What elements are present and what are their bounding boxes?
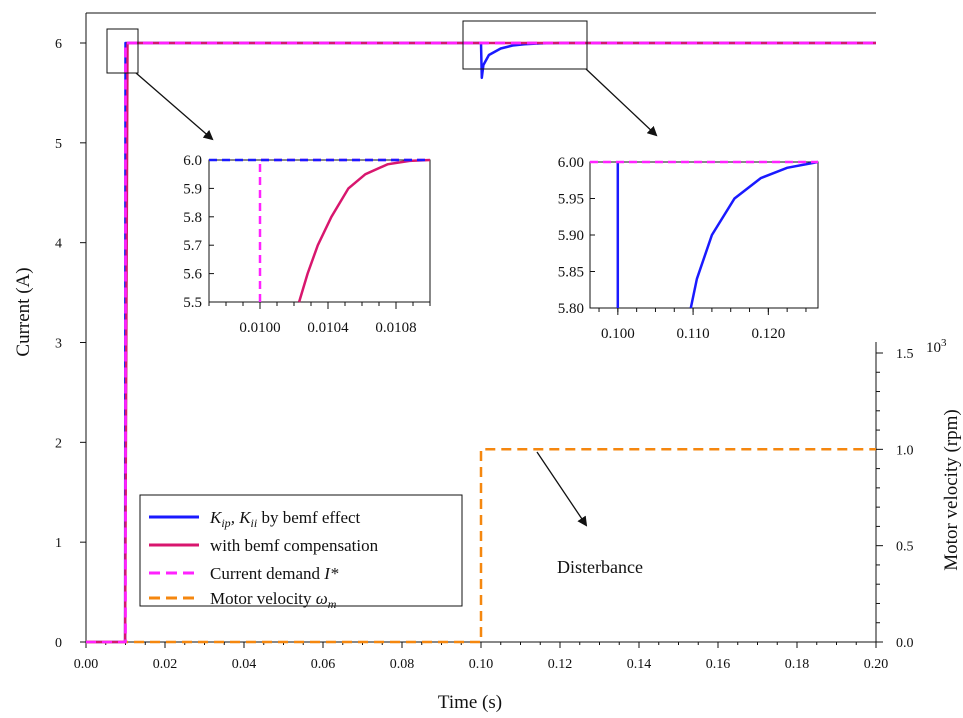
inset-1-y-tick-label: 5.9 xyxy=(183,181,202,197)
x-tick-label: 0.04 xyxy=(232,657,257,672)
inset-1-y-tick-label: 5.6 xyxy=(183,267,202,283)
zoom-box-left xyxy=(106,28,139,74)
inset-1-y-tick-label: 5.5 xyxy=(183,295,202,311)
x-axis-title: Time (s) xyxy=(438,692,502,713)
inset-1-series-0 xyxy=(297,158,431,303)
y2-tick-label: 1.0 xyxy=(896,443,914,458)
inset-2-y-tick-label: 5.85 xyxy=(558,265,584,281)
series-current-demand-overlay xyxy=(86,41,876,644)
inset-zoom-1: 5.5 5.6 5.7 5.8 5.9 6.0 0.0100 0.0104 0.0108 xyxy=(183,153,431,336)
x-tick-label: 0.16 xyxy=(706,657,731,672)
y-tick-label: 2 xyxy=(55,436,62,451)
zoom-arrow-right xyxy=(585,68,658,137)
x-tick-label: 0.00 xyxy=(74,657,99,672)
main-series xyxy=(86,41,876,644)
y-tick-label: 1 xyxy=(55,536,62,551)
x-tick-label: 0.10 xyxy=(469,657,494,672)
x-tick-label: 0.18 xyxy=(785,657,810,672)
secondary-y-multiplier: 103 xyxy=(926,337,947,356)
y-axis-title: Current (A) xyxy=(13,267,34,356)
disturbance-label: Disterbance xyxy=(557,557,643,577)
zoom-arrow-left xyxy=(135,72,214,141)
x-tick-label: 0.02 xyxy=(153,657,178,672)
y-tick-label: 3 xyxy=(55,337,62,352)
x-tick-label: 0.20 xyxy=(864,657,889,672)
inset-2-y-tick-label: 5.80 xyxy=(558,301,584,317)
legend-box xyxy=(139,494,463,607)
legend-label-kip-kii: Kip, Kii by bemf effect xyxy=(209,508,361,530)
inset-2-y-tick-label: 6.00 xyxy=(558,155,584,171)
multiplier-base: 10 xyxy=(926,340,941,356)
x-tick-label: 0.14 xyxy=(627,657,652,672)
x-tick-label: 0.12 xyxy=(548,657,573,672)
x-tick-label: 0.06 xyxy=(311,657,336,672)
inset-1-y-tick-label: 5.7 xyxy=(183,238,202,254)
inset-1-x-tick-label: 0.0104 xyxy=(307,320,349,336)
inset-zoom-2: 5.80 5.85 5.90 5.95 6.00 0.100 0.110 0.120 xyxy=(558,155,819,342)
disturbance-arrow xyxy=(536,451,588,527)
zoom-box-right xyxy=(462,20,588,70)
inset-2-x-tick-label: 0.120 xyxy=(751,326,785,342)
y-tick-label: 6 xyxy=(55,37,62,52)
inset-1-x-tick-label: 0.0100 xyxy=(239,320,280,336)
inset-1-frame xyxy=(208,159,431,303)
inset-1-y-tick-label: 5.8 xyxy=(183,210,202,226)
legend: Kip, Kii by bemf effect with bemf compen… xyxy=(139,494,463,611)
y-tick-label: 4 xyxy=(55,237,62,252)
legend-label-current-demand: Current demand I* xyxy=(210,564,339,583)
x-tick-label: 0.08 xyxy=(390,657,415,672)
y-tick-label: 0 xyxy=(55,636,62,651)
y2-tick-label: 0.0 xyxy=(896,636,914,651)
inset-2-y-tick-label: 5.90 xyxy=(558,228,584,244)
inset-1-x-tick-label: 0.0108 xyxy=(375,320,416,336)
inset-2-frame xyxy=(589,161,819,309)
y2-tick-label: 0.5 xyxy=(896,540,914,555)
inset-1-y-tick-label: 6.0 xyxy=(183,153,202,169)
inset-2-y-tick-label: 5.95 xyxy=(558,192,584,208)
inset-2-x-tick-label: 0.110 xyxy=(676,326,709,342)
legend-label-bemf-compensation: with bemf compensation xyxy=(210,536,379,555)
legend-label-motor-velocity: Motor velocity ωm xyxy=(210,589,337,611)
multiplier-exponent: 3 xyxy=(941,337,947,349)
inset-2-x-tick-label: 0.100 xyxy=(601,326,635,342)
secondary-y-axis-title: Motor velocity (rpm) xyxy=(941,409,962,570)
y2-tick-label: 1.5 xyxy=(896,347,914,362)
main-ticks: 0.00 0.02 0.04 0.06 0.08 0.10 0.12 0.14 0.16 0.18… xyxy=(55,37,914,672)
y-tick-label: 5 xyxy=(55,137,62,152)
inset-2-series-1 xyxy=(689,160,819,309)
series-motor-velocity xyxy=(86,448,876,644)
